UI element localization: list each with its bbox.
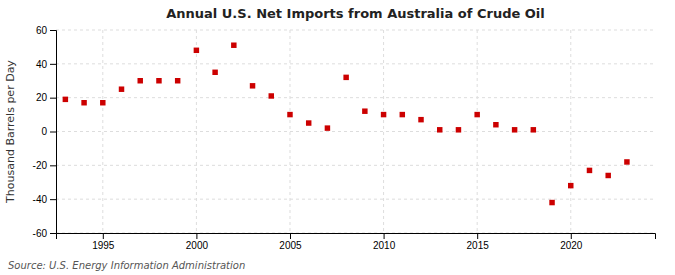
tick: 2005 — [279, 233, 302, 251]
point — [212, 70, 217, 75]
point — [381, 112, 386, 117]
tick-mark — [50, 165, 56, 166]
tick-label: -60 — [33, 228, 48, 239]
tick-mark — [103, 233, 104, 239]
annotation: Source: U.S. Energy Information Administ… — [8, 260, 245, 271]
tick-label: 20 — [36, 92, 48, 103]
point — [63, 97, 68, 102]
grid-line — [56, 30, 655, 31]
tick-mark — [50, 98, 56, 99]
tick: 60 — [36, 25, 56, 36]
tick: 40 — [36, 59, 56, 70]
point — [343, 75, 348, 80]
tick-label: 2005 — [279, 240, 302, 251]
grid-line — [56, 199, 655, 200]
title: Annual U.S. Net Imports from Australia o… — [166, 6, 545, 21]
point — [81, 100, 86, 105]
grid-line — [56, 165, 655, 166]
tick-label: 1995 — [92, 240, 115, 251]
point — [231, 42, 236, 47]
point — [100, 100, 105, 105]
point — [531, 127, 536, 132]
tick: 2010 — [373, 233, 396, 251]
chart: 1995 2000 2005 2010 2015 2020 -60 -40 -20 0 20 40 60… — [0, 0, 675, 275]
grid-line — [570, 30, 571, 233]
tick-label: 0 — [41, 126, 47, 137]
tick: 2000 — [186, 233, 209, 251]
point — [474, 112, 479, 117]
point — [250, 83, 255, 88]
point — [137, 78, 142, 83]
point — [493, 122, 498, 127]
tick-label: 2000 — [186, 240, 209, 251]
point — [456, 127, 461, 132]
tick: 2020 — [560, 233, 583, 251]
tick-label: 60 — [36, 25, 48, 36]
point — [418, 117, 423, 122]
point — [549, 200, 554, 205]
y-axis: -60 -40 -20 0 20 40 60 — [33, 25, 57, 239]
tick: 0 — [41, 126, 56, 137]
tick-label: 2010 — [373, 240, 396, 251]
axis-line — [57, 234, 656, 240]
tick-mark — [290, 233, 291, 239]
point — [624, 159, 629, 164]
tick-label: 2015 — [467, 240, 490, 251]
point — [362, 108, 367, 113]
point — [400, 112, 405, 117]
tick-mark — [477, 233, 478, 239]
tick: -40 — [33, 194, 56, 205]
grid-line — [56, 63, 655, 64]
point — [269, 93, 274, 98]
tick-mark — [50, 64, 56, 65]
point — [587, 168, 592, 173]
grid-line — [102, 30, 103, 233]
point — [119, 86, 124, 91]
y-axis-title: Thousand Barrels per Day — [4, 60, 17, 204]
tick-mark — [50, 132, 56, 133]
point — [156, 78, 161, 83]
tick-mark — [50, 233, 56, 234]
tick-mark — [50, 30, 56, 31]
tick-label: -20 — [33, 160, 48, 171]
point — [568, 183, 573, 188]
grid-line — [56, 97, 655, 98]
x-axis: 1995 2000 2005 2010 2015 2020 — [57, 233, 656, 251]
point — [325, 125, 330, 130]
tick-mark — [50, 199, 56, 200]
tick: -60 — [33, 228, 56, 239]
point — [605, 173, 610, 178]
point — [287, 112, 292, 117]
point — [512, 127, 517, 132]
tick: 2015 — [467, 233, 490, 251]
grid — [56, 30, 655, 233]
tick: 20 — [36, 92, 56, 103]
tick-label: 2020 — [560, 240, 583, 251]
points — [63, 42, 630, 205]
tick-label: -40 — [33, 194, 48, 205]
tick-mark — [384, 233, 385, 239]
tick-label: 40 — [36, 59, 48, 70]
tick: -20 — [33, 160, 56, 171]
point — [194, 48, 199, 53]
tick: 1995 — [92, 233, 115, 251]
tick-mark — [571, 233, 572, 239]
point — [437, 127, 442, 132]
point — [306, 120, 311, 125]
point — [175, 78, 180, 83]
grid-line — [56, 131, 655, 132]
tick-mark — [196, 233, 197, 239]
plot: 1995 2000 2005 2010 2015 2020 -60 -40 -20 0 20 40 60 — [33, 25, 656, 251]
axis-line — [50, 31, 57, 234]
grid-line — [383, 30, 384, 233]
